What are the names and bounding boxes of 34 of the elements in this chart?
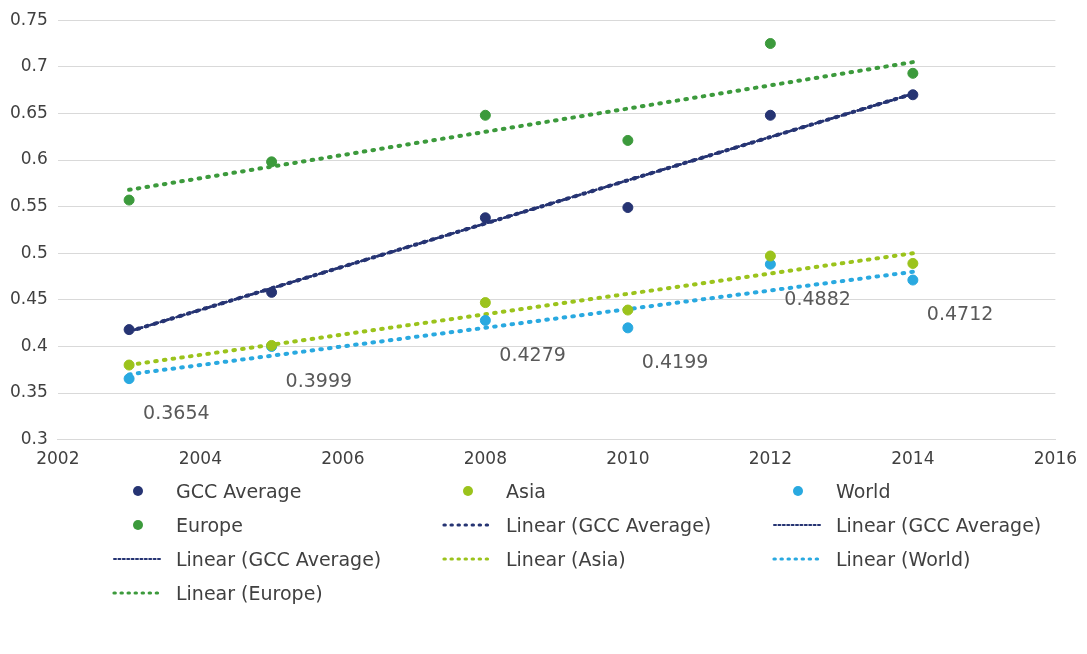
y-tick-label: 0.65 bbox=[9, 101, 48, 122]
legend-label: Europe bbox=[176, 514, 243, 536]
y-tick-label: 0.45 bbox=[9, 288, 48, 309]
x-tick-label: 2004 bbox=[178, 448, 222, 469]
y-tick-label: 0.55 bbox=[9, 195, 48, 216]
legend-label: Linear (GCC Average) bbox=[836, 514, 1042, 536]
legend-label: Linear (GCC Average) bbox=[176, 548, 382, 570]
data-label: 0.3999 bbox=[285, 368, 353, 391]
data-label: 0.3654 bbox=[143, 401, 210, 424]
legend-label: GCC Average bbox=[176, 480, 302, 502]
y-tick-label: 0.3 bbox=[20, 428, 48, 449]
data-label: 0.4279 bbox=[499, 342, 566, 365]
x-tick-label: 2014 bbox=[891, 448, 935, 469]
y-tick-label: 0.6 bbox=[20, 148, 48, 169]
x-tick-label: 2006 bbox=[321, 448, 365, 469]
legend-label: Asia bbox=[506, 480, 546, 502]
y-tick-label: 0.5 bbox=[20, 241, 48, 262]
data-label: 0.4199 bbox=[641, 350, 709, 373]
y-tick-label: 0.7 bbox=[20, 55, 48, 76]
legend-label: Linear (GCC Average) bbox=[506, 514, 712, 536]
x-tick-label: 2002 bbox=[36, 448, 80, 469]
data-label: 0.4712 bbox=[926, 302, 994, 325]
y-tick-label: 0.75 bbox=[9, 8, 48, 29]
legend-label: Linear (Europe) bbox=[176, 582, 323, 604]
x-tick-label: 2016 bbox=[1033, 448, 1077, 469]
y-tick-label: 0.35 bbox=[9, 381, 48, 402]
legend-label: World bbox=[836, 480, 891, 502]
x-tick-label: 2008 bbox=[463, 448, 507, 469]
x-tick-label: 2012 bbox=[748, 448, 792, 469]
x-tick-label: 2010 bbox=[606, 448, 650, 469]
legend-label: Linear (Asia) bbox=[506, 548, 626, 570]
data-label: 0.4882 bbox=[784, 286, 851, 309]
legend-label: Linear (World) bbox=[836, 548, 971, 570]
y-tick-label: 0.4 bbox=[20, 334, 48, 355]
